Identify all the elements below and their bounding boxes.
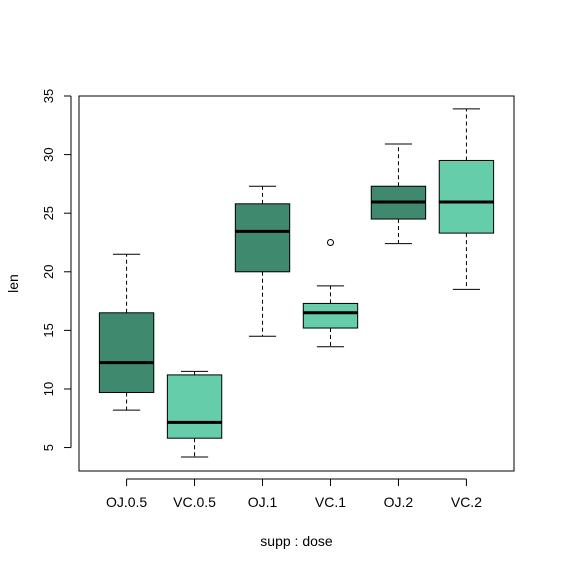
y-axis-label: len — [5, 274, 21, 293]
box-OJ.1 — [234, 185, 291, 337]
box-OJ.2 — [370, 143, 427, 245]
y-tick-label: 15 — [41, 323, 56, 337]
x-tick-label: VC.1 — [315, 494, 346, 510]
x-axis: OJ.0.5 VC.0.5 OJ.1 VC.1 OJ.2 VC.2 — [106, 478, 482, 510]
box-OJ.0.5 — [98, 253, 155, 411]
box-body — [438, 159, 495, 234]
box-body — [234, 203, 291, 273]
plot-frame — [78, 95, 515, 472]
x-tick-label: OJ.2 — [384, 494, 414, 510]
x-tick-label: VC.0.5 — [173, 494, 216, 510]
x-tick-label: OJ.1 — [248, 494, 278, 510]
box-VC.2 — [438, 108, 495, 290]
box-VC.0.5 — [166, 370, 223, 458]
y-tick-label: 5 — [41, 444, 56, 451]
x-tick-label: VC.2 — [451, 494, 482, 510]
boxes — [98, 108, 495, 458]
y-tick-label: 35 — [41, 89, 56, 103]
outlier-point — [326, 238, 334, 246]
x-axis-label: supp : dose — [260, 533, 333, 549]
box-body — [166, 374, 223, 439]
y-tick-label: 30 — [41, 147, 56, 161]
box-VC.1 — [302, 238, 359, 348]
y-tick-label: 10 — [41, 382, 56, 396]
box-body — [98, 312, 155, 393]
box-body — [302, 302, 359, 329]
y-tick-label: 20 — [41, 265, 56, 279]
y-axis: 5 10 15 20 25 30 35 — [41, 89, 72, 451]
y-tick-label: 25 — [41, 206, 56, 220]
x-tick-label: OJ.0.5 — [106, 494, 147, 510]
